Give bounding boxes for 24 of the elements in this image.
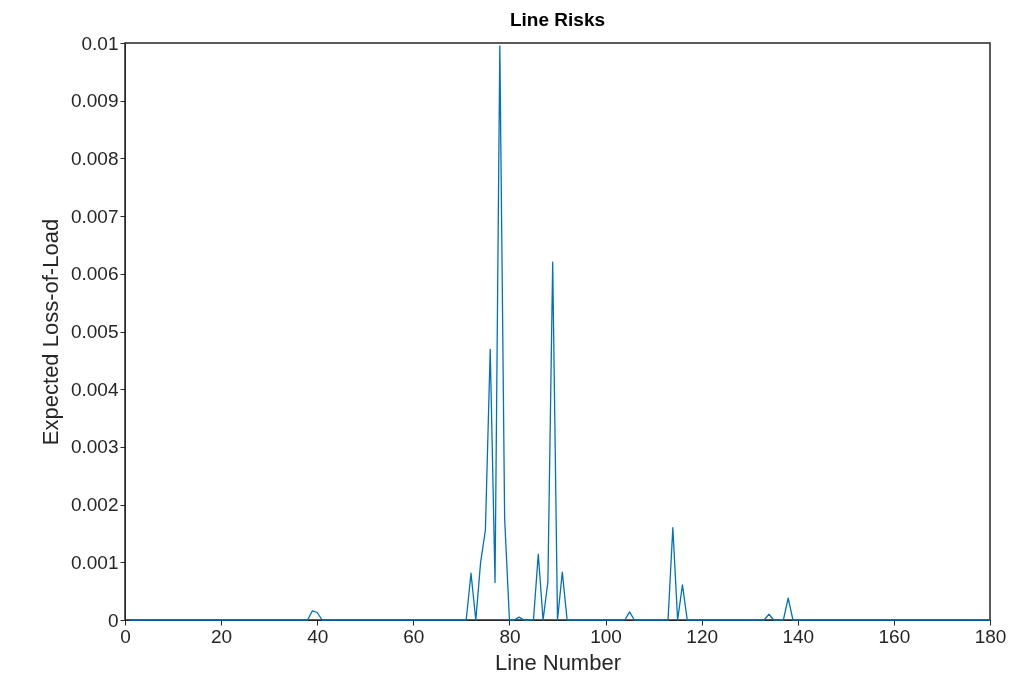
x-tick-label: 120 [686,625,719,647]
line-series [129,45,991,621]
y-tick-label: 0.004 [70,378,119,400]
y-tick-label: 0 [107,609,119,631]
y-tick-label: 0.009 [70,90,119,112]
y-tick-label: 0.006 [70,263,119,285]
x-tick-label: 160 [878,625,911,647]
y-tick-label: 0.002 [70,494,119,516]
x-tick-label: 40 [307,625,329,647]
x-tick-label: 60 [403,625,425,647]
x-tick-label: 20 [211,625,233,647]
y-tick-label: 0.001 [70,551,119,573]
y-tick-label: 0.01 [81,32,119,54]
x-tick-label: 180 [974,625,1007,647]
x-tick-label: 80 [499,625,521,647]
y-tick-label: 0.005 [70,321,119,342]
y-tick-label: 0.008 [70,147,119,169]
y-axis-title: Expected Loss-of-Load [37,218,63,446]
x-tick-label: 140 [782,625,815,647]
chart-title: Line Risks [509,9,606,30]
y-tick-label: 0.003 [70,436,119,458]
x-tick-label: 100 [590,625,622,647]
y-tick-label: 0.007 [70,205,119,227]
x-axis-title: Line Number [495,649,621,675]
